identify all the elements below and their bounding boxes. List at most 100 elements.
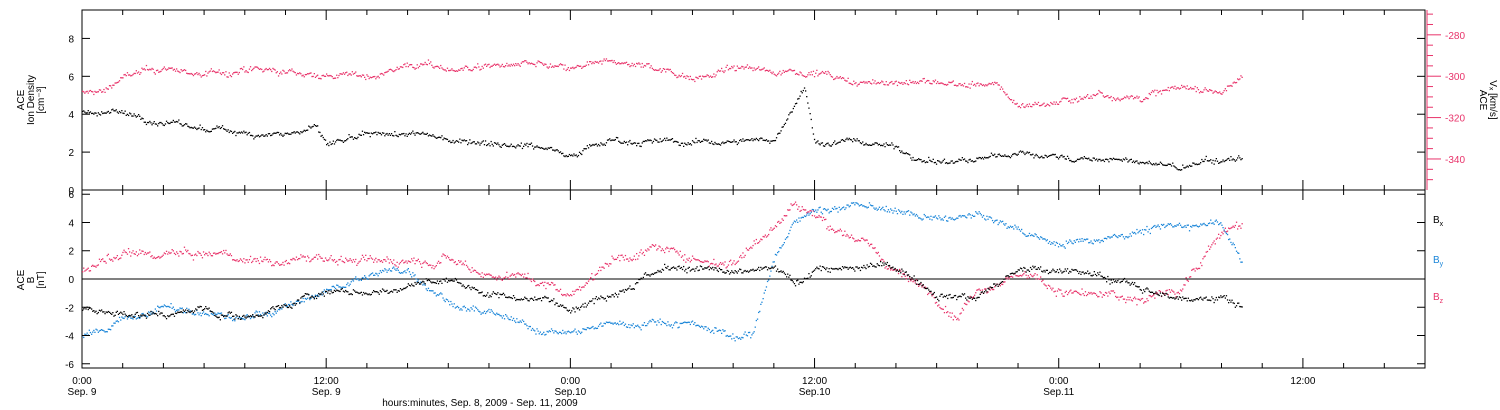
by-point xyxy=(1014,224,1016,226)
density-point xyxy=(486,144,488,147)
bx-point xyxy=(693,268,695,270)
bz-point xyxy=(633,255,635,257)
bx-point xyxy=(115,311,117,313)
vx-point xyxy=(329,74,331,77)
vx-point xyxy=(294,72,296,74)
by-point xyxy=(821,213,824,215)
vx-point xyxy=(304,74,306,76)
vx-point xyxy=(732,67,734,69)
density-point xyxy=(362,134,365,136)
bz-point xyxy=(402,259,404,261)
vx-point xyxy=(1212,92,1214,94)
bz-point xyxy=(104,260,106,263)
bx-point xyxy=(496,293,498,296)
density-point xyxy=(1076,158,1079,160)
by-point xyxy=(1070,240,1072,242)
bz-point xyxy=(1138,298,1140,301)
by-point xyxy=(649,319,651,322)
by-point xyxy=(685,321,687,324)
density-point xyxy=(1235,159,1238,161)
vx-point xyxy=(101,91,103,93)
vx-point xyxy=(552,65,554,67)
density-point xyxy=(543,148,545,150)
bx-point xyxy=(708,269,710,271)
vx-point xyxy=(97,91,99,93)
density-point xyxy=(191,127,193,129)
vx-point xyxy=(559,63,562,65)
bz-point xyxy=(1005,277,1007,279)
bx-point xyxy=(1000,281,1003,283)
bx-point xyxy=(1021,268,1023,270)
bz-point xyxy=(1225,231,1228,233)
bx-point xyxy=(465,287,468,289)
vx-point xyxy=(839,76,841,78)
density-point xyxy=(910,157,912,159)
vx-point xyxy=(985,84,987,86)
bz-point xyxy=(406,262,408,264)
bx-point xyxy=(324,290,327,293)
vx-point xyxy=(96,91,98,93)
vx-point xyxy=(1150,91,1153,94)
density-point xyxy=(567,155,569,157)
bx-point xyxy=(800,281,802,283)
bz-point xyxy=(101,259,103,261)
vx-point xyxy=(470,69,472,72)
bx-point xyxy=(853,268,855,270)
bx-point xyxy=(107,310,109,313)
bz-point xyxy=(456,263,459,265)
bz-point xyxy=(1083,294,1085,297)
bz-point xyxy=(244,262,246,264)
bz-point xyxy=(763,236,765,238)
by-point xyxy=(1085,238,1088,240)
vx-point xyxy=(1122,97,1125,100)
bz-point xyxy=(1017,275,1019,277)
bz-point xyxy=(197,250,199,253)
bx-point xyxy=(309,297,311,299)
vx-point xyxy=(822,72,825,74)
by-point xyxy=(696,324,698,326)
density-point xyxy=(733,139,735,141)
density-point xyxy=(401,133,403,135)
by-point xyxy=(671,327,674,329)
density-point xyxy=(624,142,627,144)
bx-point xyxy=(735,271,737,273)
bx-point xyxy=(606,295,609,297)
bz-point xyxy=(208,251,210,253)
vx-point xyxy=(1104,96,1107,98)
density-point xyxy=(315,125,318,127)
bz-point xyxy=(840,230,843,232)
by-point xyxy=(647,323,649,325)
bz-point xyxy=(285,259,287,262)
density-point xyxy=(822,145,825,147)
density-point xyxy=(813,138,816,141)
bz-point xyxy=(1045,285,1047,287)
vx-point xyxy=(338,74,340,77)
density-point xyxy=(157,125,159,127)
bx-point xyxy=(357,292,359,294)
density-point xyxy=(271,134,273,136)
vx-point xyxy=(668,69,670,71)
vx-point xyxy=(575,66,577,68)
bx-point xyxy=(126,316,129,318)
density-point xyxy=(667,139,669,141)
vx-point xyxy=(1103,96,1106,98)
vx-point xyxy=(224,74,226,76)
bx-point xyxy=(491,293,493,295)
bx-point xyxy=(370,293,372,296)
density-point xyxy=(202,129,205,131)
density-point xyxy=(637,142,639,145)
bz-point xyxy=(1021,275,1023,277)
vx-point xyxy=(1207,90,1210,92)
by-point xyxy=(1165,225,1167,227)
density-point xyxy=(507,145,509,147)
bz-point xyxy=(1197,267,1200,270)
density-point xyxy=(529,143,531,145)
vx-point xyxy=(124,73,126,76)
density-point xyxy=(629,139,631,142)
vx-point xyxy=(848,82,850,84)
bx-point xyxy=(619,290,621,292)
vx-point xyxy=(646,63,648,65)
by-point xyxy=(1065,240,1067,242)
bz-point xyxy=(153,256,155,258)
bz-point xyxy=(649,246,651,248)
